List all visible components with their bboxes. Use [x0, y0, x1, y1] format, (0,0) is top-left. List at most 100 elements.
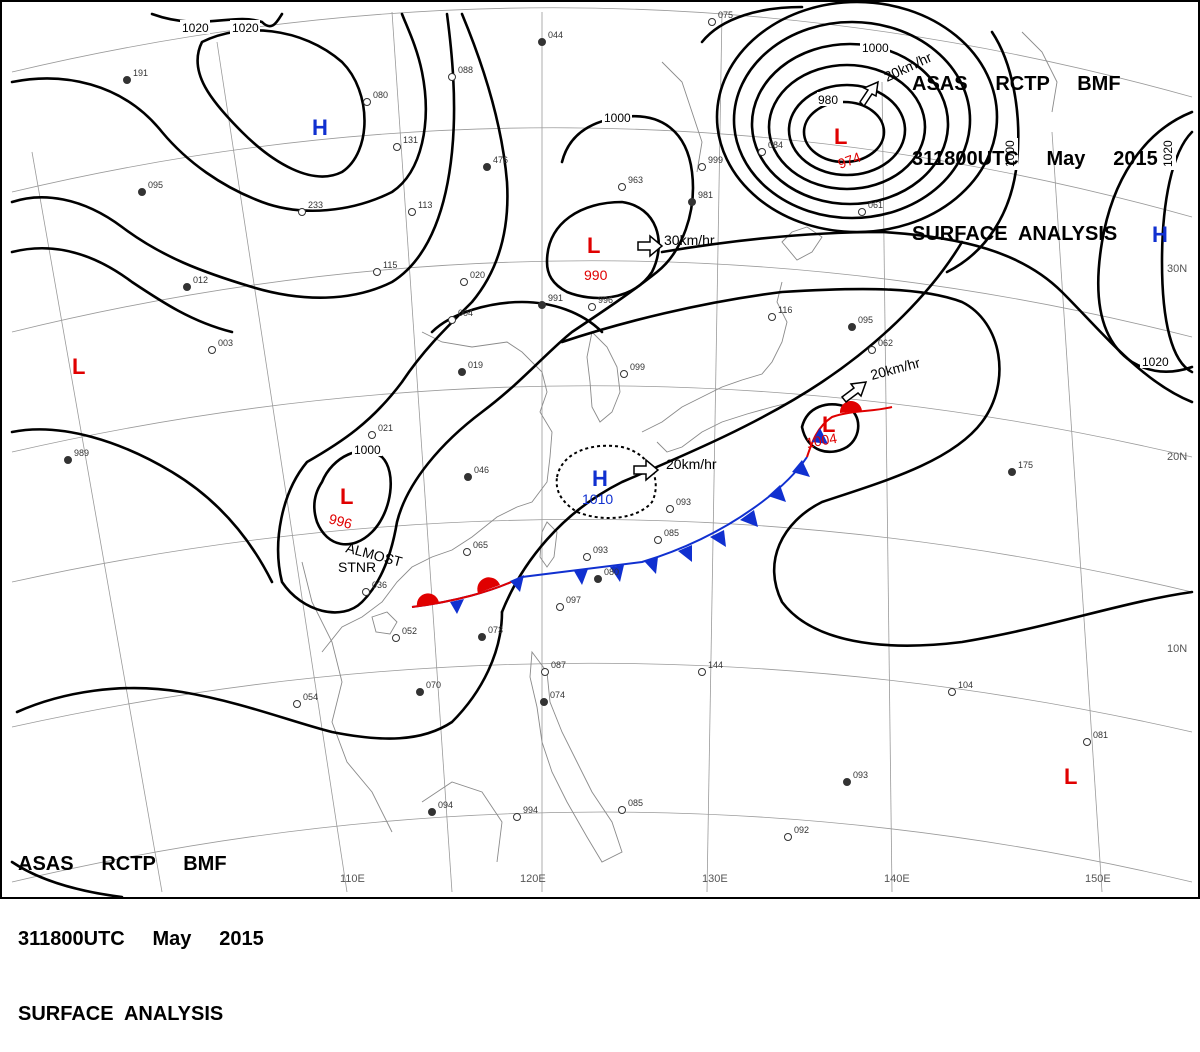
- station-pressure: 095: [858, 315, 873, 325]
- station-marker: [483, 163, 491, 171]
- warm-front-mark: [839, 400, 862, 413]
- annotations: ALMOST STNR: [338, 539, 404, 575]
- lon-label-130e: 130E: [702, 873, 728, 885]
- station-plots: 044 075 088 191 080 131 476 999 963 981 233 113 095 0…: [64, 10, 1108, 841]
- cold-front-mark: [510, 575, 524, 592]
- low-pressure-value: 996: [327, 510, 354, 532]
- station-marker: [448, 73, 456, 81]
- station-pressure: 963: [628, 175, 643, 185]
- station-marker: [478, 633, 486, 641]
- isobar-label: 1020: [232, 21, 259, 35]
- cold-front-mark: [678, 545, 692, 562]
- station-marker: [123, 76, 131, 84]
- cold-front-mark: [812, 428, 828, 444]
- title-time: 311800UTC May 2015: [18, 928, 264, 950]
- station-pressure: 084: [768, 140, 783, 150]
- station-marker: [392, 634, 400, 642]
- station-pressure: 175: [1018, 460, 1033, 470]
- isobar-label: 1020: [1161, 140, 1175, 167]
- weather-map: 110E 120E 130E 140E 150E 30N 20N 10N: [0, 0, 1200, 1025]
- station-marker: [708, 18, 716, 26]
- station-pressure: 233: [308, 200, 323, 210]
- station-pressure: 019: [468, 360, 483, 370]
- movement-speed: 30km/hr: [664, 232, 715, 248]
- station-pressure: 003: [218, 338, 233, 348]
- low-center: L: [340, 484, 353, 509]
- station-marker: [408, 208, 416, 216]
- station-pressure: 070: [426, 680, 441, 690]
- station-pressure: 075: [718, 10, 733, 20]
- isobar-label: 1000: [1003, 140, 1017, 167]
- low-pressure-value: 1004: [805, 430, 839, 451]
- station-marker: [618, 183, 626, 191]
- movement-arrow-icon: [633, 458, 660, 482]
- warm-front-mark: [416, 593, 439, 606]
- stationary-front: [411, 400, 893, 614]
- grid-labels: 110E 120E 130E 140E 150E 30N 20N 10N: [340, 263, 1187, 885]
- station-pressure: 081: [1093, 730, 1108, 740]
- station-pressure: 994: [523, 805, 538, 815]
- station-marker: [583, 553, 591, 561]
- station-pressure: 021: [378, 423, 393, 433]
- low-center: L: [72, 354, 85, 379]
- cold-front-mark: [644, 557, 658, 574]
- station-pressure: 104: [958, 680, 973, 690]
- isobar-labels: 1020 1020 1000 980 1000 1000 1020 1020 1…: [180, 20, 1176, 457]
- title-agency: ASAS RCTP BMF: [18, 853, 227, 875]
- station-pressure: 046: [474, 465, 489, 475]
- cold-front-mark: [710, 530, 726, 547]
- station-pressure: 999: [708, 155, 723, 165]
- isobar-label: 1020: [1142, 355, 1169, 369]
- station-marker: [428, 808, 436, 816]
- station-marker: [1008, 468, 1016, 476]
- isobar-label: 1000: [862, 41, 889, 55]
- movement-arrow-icon: [859, 80, 879, 108]
- station-pressure: 093: [676, 497, 691, 507]
- station-marker: [538, 301, 546, 309]
- lon-label-150e: 150E: [1085, 873, 1111, 885]
- station-marker: [363, 98, 371, 106]
- station-pressure: 113: [418, 200, 432, 210]
- station-pressure: 996: [598, 295, 613, 305]
- station-marker: [368, 431, 376, 439]
- station-pressure: 061: [868, 200, 883, 210]
- cold-front-mark: [450, 599, 464, 614]
- station-marker: [758, 148, 766, 156]
- station-marker: [688, 198, 696, 206]
- station-marker: [620, 370, 628, 378]
- title-time: 311800UTC May 2015: [912, 148, 1158, 170]
- station-pressure: 044: [548, 30, 563, 40]
- lat-label-10n: 10N: [1167, 643, 1187, 655]
- station-marker: [416, 688, 424, 696]
- station-pressure: 088: [458, 65, 473, 75]
- station-marker: [666, 505, 674, 513]
- lon-label-110e: 110E: [340, 873, 365, 885]
- station-marker: [538, 38, 546, 46]
- low-center: L: [822, 412, 835, 437]
- station-marker: [458, 368, 466, 376]
- low-center: L: [1064, 764, 1077, 789]
- high-pressure-value: 1010: [582, 491, 613, 507]
- station-pressure: 085: [664, 528, 679, 538]
- station-marker: [362, 588, 370, 596]
- lon-label-120e: 120E: [520, 873, 546, 885]
- station-pressure: 094: [438, 800, 453, 810]
- station-pressure: 097: [566, 595, 581, 605]
- station-pressure: 191: [133, 68, 148, 78]
- station-marker: [768, 313, 776, 321]
- station-pressure: 012: [193, 275, 208, 285]
- lat-label-20n: 20N: [1167, 451, 1187, 463]
- pressure-centers: H L L 990 L 974 H L 996 H 1010 L 1004 L: [72, 115, 1168, 789]
- station-marker: [541, 668, 549, 676]
- low-center: L: [834, 124, 847, 149]
- lon-label-140e: 140E: [884, 873, 910, 885]
- station-marker: [843, 778, 851, 786]
- station-pressure: 093: [593, 545, 608, 555]
- station-marker: [948, 688, 956, 696]
- station-marker: [784, 833, 792, 841]
- movement-speed: 20km/hr: [869, 354, 922, 383]
- cold-front-mark: [610, 565, 624, 582]
- station-marker: [293, 700, 301, 708]
- station-pressure: 054: [303, 692, 318, 702]
- station-marker: [448, 316, 456, 324]
